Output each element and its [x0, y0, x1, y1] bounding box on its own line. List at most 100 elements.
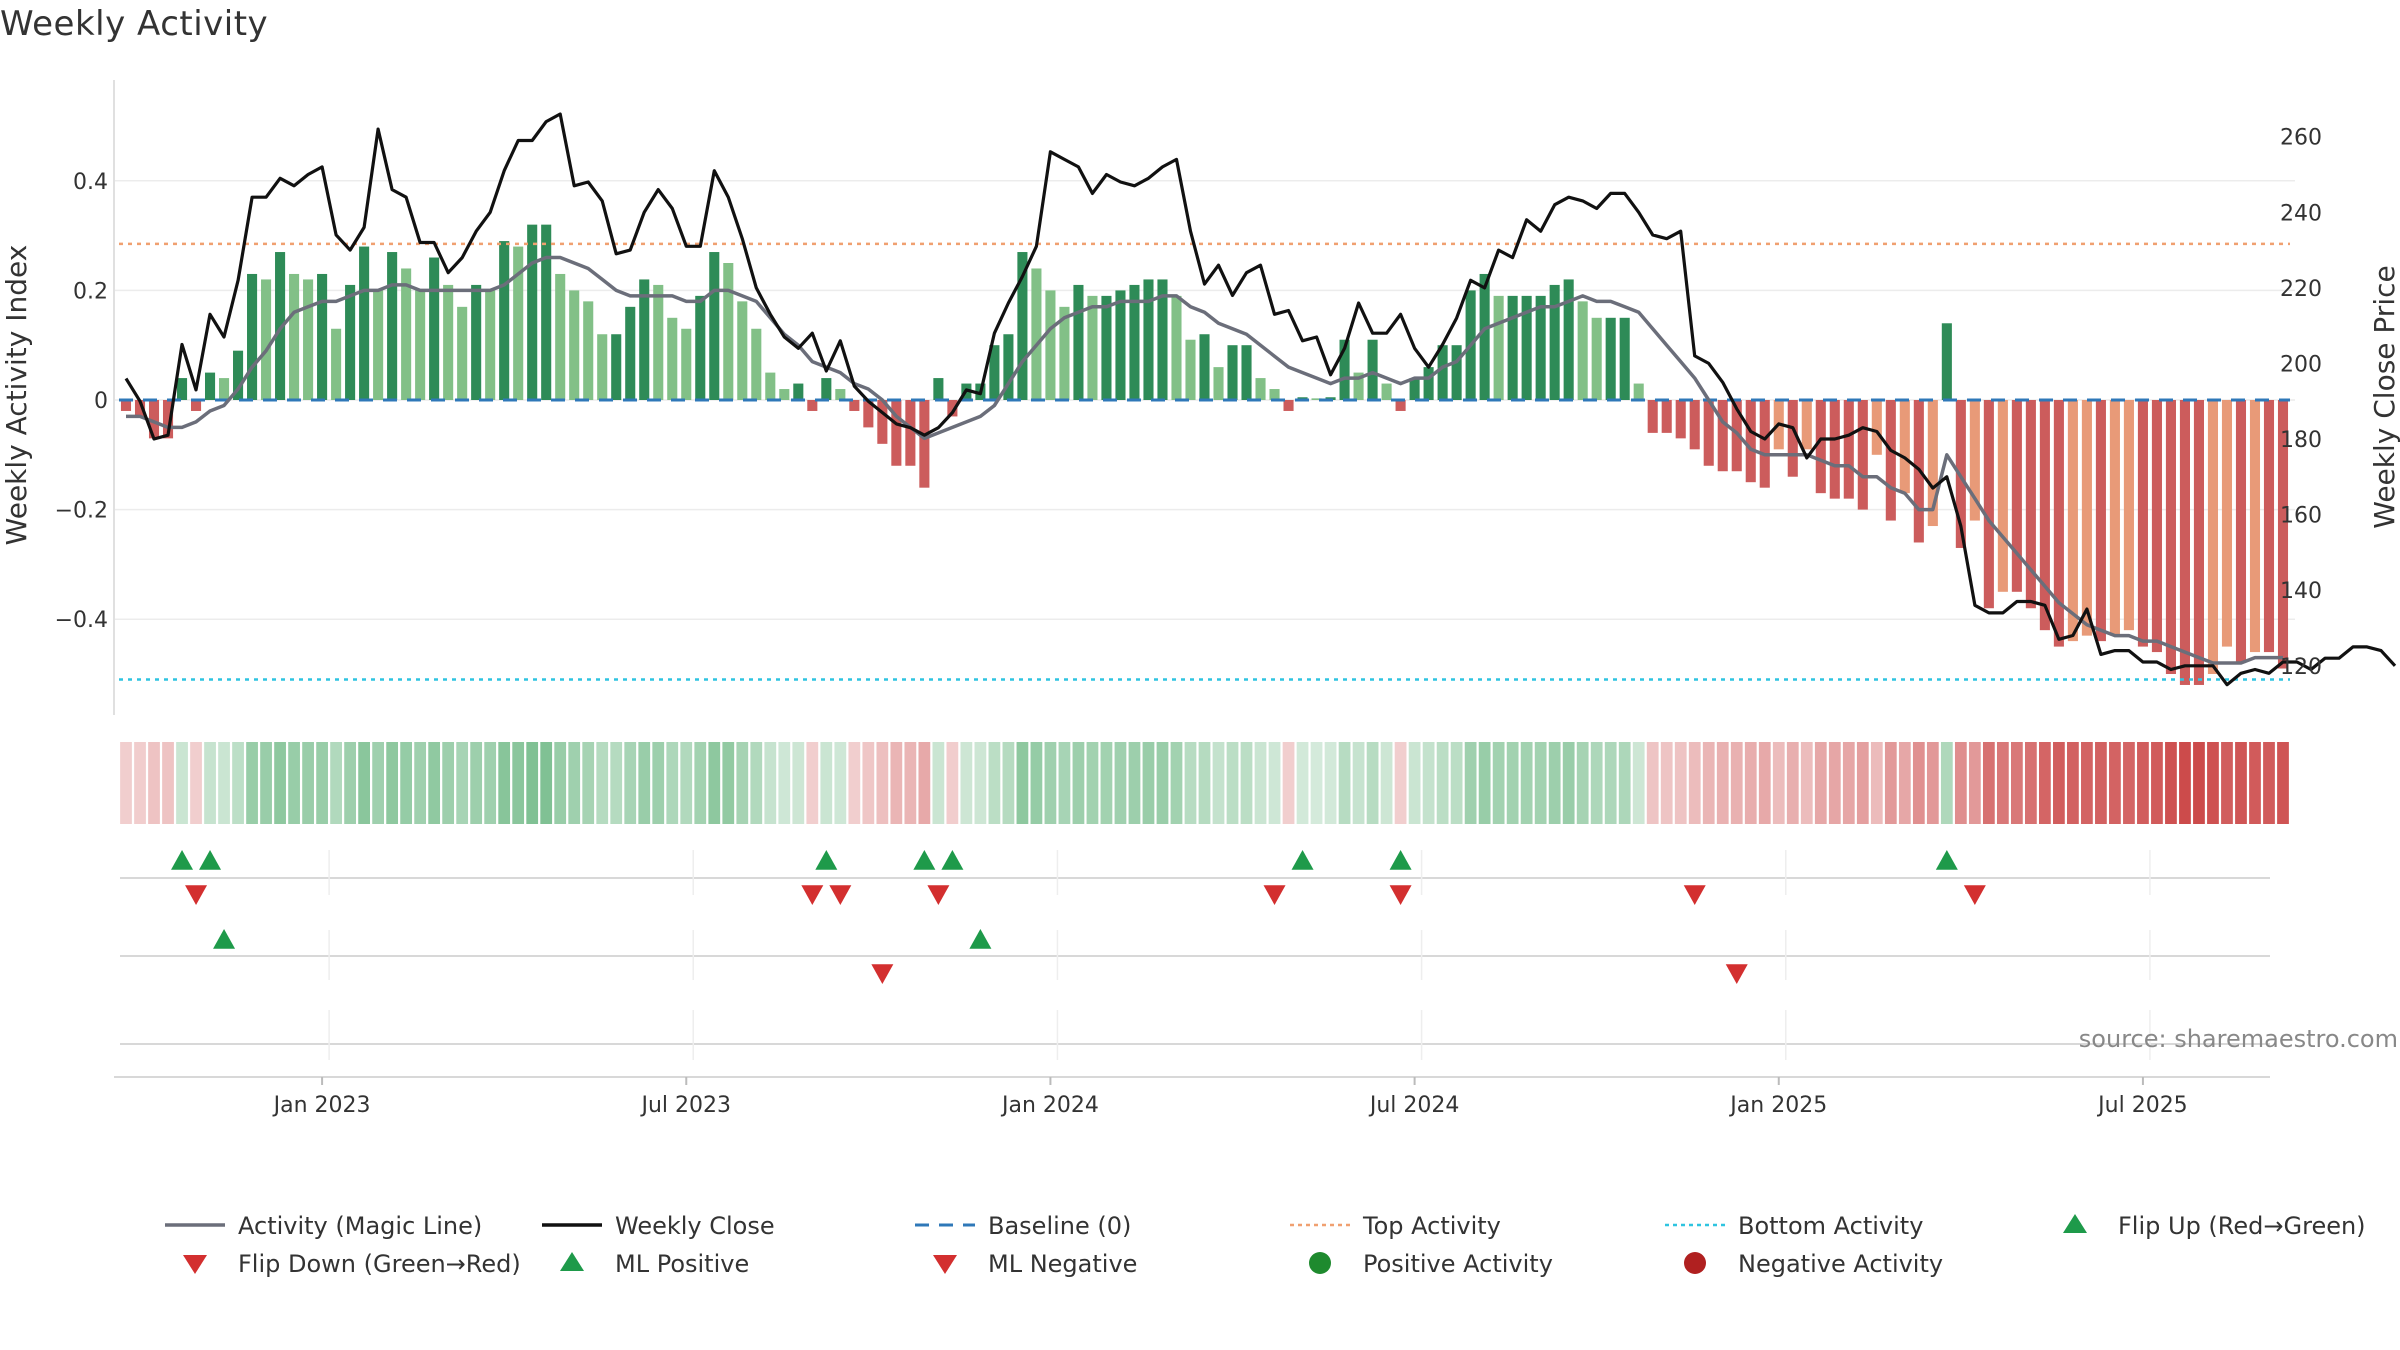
flip-up-marker-3 [913, 850, 936, 870]
activity-bar-70 [1101, 295, 1112, 400]
activity-bar-14 [317, 273, 328, 400]
activity-bar-143 [2123, 400, 2134, 631]
heat-cell-31 [554, 742, 567, 824]
legend-swatch-8 [933, 1255, 957, 1274]
heat-cell-97 [1478, 742, 1491, 824]
heat-cell-89 [1366, 742, 1379, 824]
heat-cell-21 [414, 742, 427, 824]
activity-bar-29 [527, 224, 538, 400]
heat-cell-129 [1926, 742, 1939, 824]
activity-bar-33 [583, 301, 594, 400]
heat-cell-32 [568, 742, 581, 824]
heat-cell-113 [1702, 742, 1715, 824]
heat-cell-142 [2109, 742, 2121, 824]
heat-cell-61 [974, 742, 987, 824]
flip-up-marker-7 [1935, 850, 1958, 870]
activity-bar-9 [247, 273, 258, 400]
chart-title: Weekly Activity [0, 4, 269, 44]
activity-bar-78 [1213, 367, 1224, 400]
activity-bar-89 [1367, 339, 1378, 400]
activity-bar-3 [162, 400, 174, 439]
heat-cell-16 [344, 742, 356, 824]
heat-cell-104 [1576, 742, 1589, 824]
activity-bar-95 [1451, 345, 1462, 400]
legend-label-4: Bottom Activity [1738, 1212, 1923, 1240]
heat-cell-102 [1548, 742, 1561, 824]
activity-bar-76 [1185, 339, 1196, 400]
heat-cell-131 [1954, 742, 1967, 824]
activity-bar-138 [2053, 400, 2064, 647]
heat-cell-73 [1142, 742, 1155, 824]
legend-item-7: ML Positive [560, 1250, 749, 1278]
activity-bar-23 [443, 284, 454, 400]
heat-cell-19 [386, 742, 399, 824]
heat-cell-29 [526, 742, 539, 824]
heat-cell-35 [610, 742, 623, 824]
heat-cell-14 [316, 742, 328, 824]
y-right-tick-label-5: 160 [2280, 504, 2322, 529]
heat-cell-144 [2137, 742, 2149, 824]
heat-cell-38 [652, 742, 665, 824]
activity-bar-90 [1381, 383, 1392, 400]
heat-cell-111 [1674, 742, 1687, 824]
heat-cell-23 [442, 742, 455, 824]
ml-positive-marker-1 [969, 929, 992, 949]
heat-cell-12 [288, 742, 300, 824]
heat-cell-30 [540, 742, 553, 824]
heat-cell-119 [1786, 742, 1799, 824]
signal-panels [114, 850, 2270, 1078]
heat-cell-28 [512, 742, 525, 824]
activity-bar-85 [1311, 398, 1322, 400]
activity-bar-32 [569, 290, 580, 400]
activity-bar-24 [457, 306, 468, 400]
activity-bar-38 [653, 284, 664, 400]
heat-cell-133 [1982, 742, 1995, 824]
activity-bar-145 [2151, 400, 2162, 653]
activity-bar-62 [989, 345, 1000, 400]
activity-bar-72 [1129, 284, 1140, 400]
heat-cell-134 [1996, 742, 2009, 824]
activity-bar-93 [1423, 367, 1434, 400]
activity-bar-37 [639, 279, 650, 400]
activity-bar-42 [709, 252, 720, 400]
heat-cell-103 [1562, 742, 1575, 824]
heat-cell-149 [2207, 742, 2219, 824]
activity-bar-126 [1885, 400, 1896, 521]
heat-cell-78 [1212, 742, 1225, 824]
activity-bar-40 [681, 328, 692, 400]
flip-down-marker-0 [185, 885, 208, 905]
heat-cell-57 [918, 742, 931, 824]
activity-bar-18 [373, 290, 384, 400]
heat-cell-107 [1618, 742, 1631, 824]
heat-cell-148 [2193, 742, 2205, 824]
heat-cell-34 [596, 742, 609, 824]
heat-cell-101 [1534, 742, 1547, 824]
heat-cell-58 [932, 742, 945, 824]
flip-up-marker-5 [1291, 850, 1314, 870]
heat-cell-91 [1394, 742, 1407, 824]
activity-bar-39 [667, 317, 678, 400]
activity-bar-98 [1493, 295, 1504, 400]
heat-cell-46 [764, 742, 777, 824]
heat-cell-106 [1604, 742, 1617, 824]
activity-bar-127 [1899, 400, 1910, 494]
y-axis-left-label: Weekly Activity Index [0, 245, 33, 546]
heat-cell-40 [680, 742, 693, 824]
activity-bar-140 [2081, 400, 2092, 636]
heat-cell-126 [1884, 742, 1897, 824]
activity-bar-119 [1787, 400, 1798, 477]
heat-cell-45 [750, 742, 763, 824]
activity-bar-35 [611, 334, 622, 400]
heat-cell-86 [1324, 742, 1337, 824]
ml-negative-marker-0 [871, 964, 894, 984]
heat-cell-95 [1450, 742, 1463, 824]
flip-up-marker-6 [1389, 850, 1412, 870]
heat-cell-125 [1870, 742, 1883, 824]
heat-cell-71 [1114, 742, 1127, 824]
activity-bar-63 [1003, 334, 1014, 400]
ml-negative-marker-1 [1725, 964, 1748, 984]
heat-cell-122 [1828, 742, 1841, 824]
heat-cell-63 [1002, 742, 1015, 824]
heat-cell-128 [1912, 742, 1925, 824]
activity-bar-64 [1017, 252, 1028, 400]
